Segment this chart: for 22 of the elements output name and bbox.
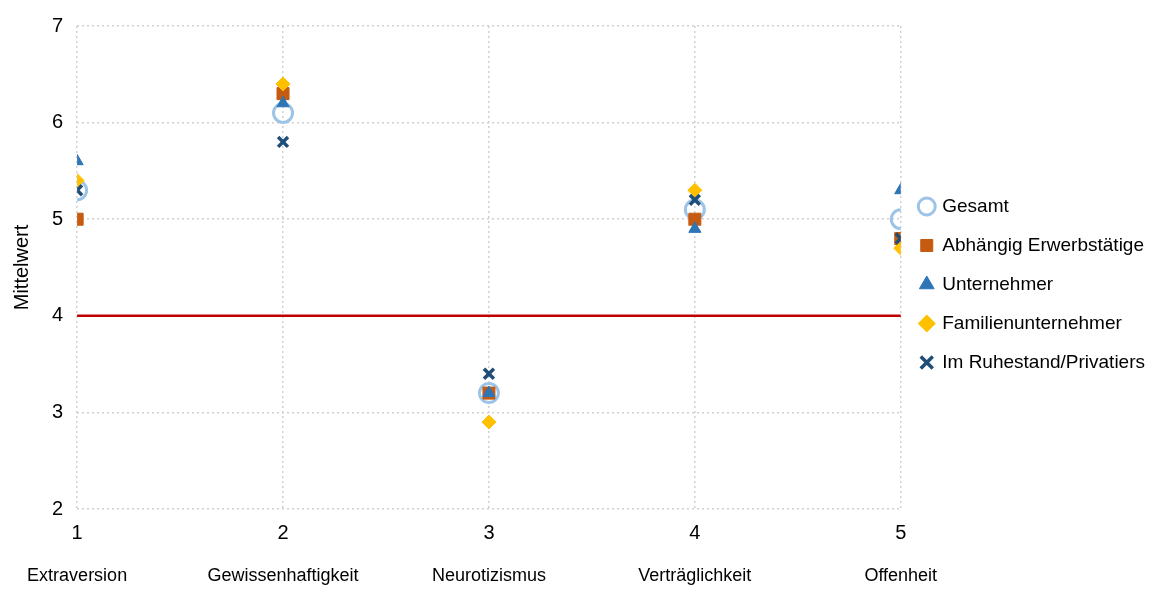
x-tick-label: 1 — [71, 520, 83, 543]
legend-label: Abhängig Erwerbstätige — [942, 233, 1144, 255]
x-tick-label: 4 — [689, 520, 701, 543]
y-tick-label: 2 — [52, 496, 64, 519]
legend-label: Unternehmer — [942, 272, 1054, 294]
text: Gewissenhaftigkeit — [207, 564, 359, 585]
y-axis-title: Mittelwert — [9, 224, 32, 311]
x-tick-label: 5 — [895, 520, 907, 543]
text: Neurotizismus — [431, 564, 546, 585]
text: Offenheit — [864, 564, 938, 585]
x-tick-label: 2 — [277, 520, 289, 543]
legend-label: Familienunternehmer — [942, 311, 1123, 333]
text: Extraversion — [27, 564, 128, 585]
y-tick-label: 7 — [52, 13, 64, 36]
y-tick-label: 4 — [52, 303, 64, 326]
x-tick-label: 3 — [483, 520, 495, 543]
text: Verträglichkeit — [638, 564, 752, 585]
legend-label: Im Ruhestand/Privatiers — [942, 350, 1145, 372]
legend-label: Gesamt — [942, 194, 1010, 216]
y-tick-label: 6 — [52, 110, 64, 133]
y-tick-label: 3 — [52, 399, 64, 422]
y-tick-label: 5 — [52, 206, 64, 229]
